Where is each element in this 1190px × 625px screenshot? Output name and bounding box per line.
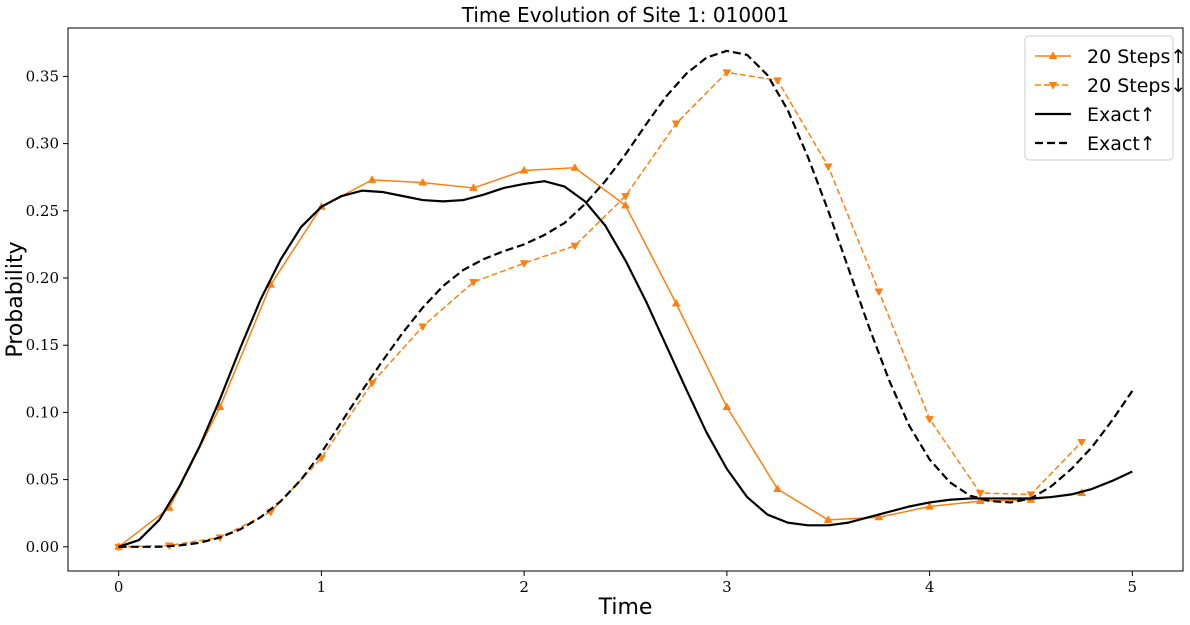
data-point bbox=[925, 416, 935, 424]
data-point bbox=[1077, 438, 1087, 447]
axis-ticks: 0 1 2 3 4 5 0.00 0.05 0.10 0.15 0.20 0.25 0.30 0.35 bbox=[26, 67, 1137, 596]
y-tick-label: 0.00 bbox=[26, 538, 59, 556]
x-tick-label: 0 bbox=[114, 578, 124, 596]
data-point bbox=[519, 165, 529, 174]
legend-label: 20 Steps↑ bbox=[1087, 46, 1186, 68]
series-3 bbox=[118, 49, 1134, 548]
legend-label: Exact↑ bbox=[1087, 133, 1156, 155]
y-tick-label: 0.20 bbox=[26, 269, 59, 287]
legend-marker bbox=[1048, 51, 1058, 59]
data-point bbox=[621, 193, 630, 201]
data-point bbox=[570, 163, 580, 171]
data-point bbox=[773, 77, 782, 86]
data-point bbox=[621, 200, 630, 209]
data-point bbox=[874, 512, 884, 521]
data-point bbox=[722, 69, 732, 78]
y-tick-label: 0.35 bbox=[26, 67, 59, 85]
axes-frame bbox=[67, 27, 1184, 572]
y-tick-label: 0.05 bbox=[26, 471, 59, 489]
x-tick-label: 5 bbox=[1128, 578, 1138, 596]
series-line bbox=[118, 71, 1083, 548]
series-line bbox=[118, 49, 1134, 548]
x-tick-label: 4 bbox=[925, 578, 935, 596]
series-line bbox=[118, 180, 1133, 548]
chart-title: Time Evolution of Site 1: 010001 bbox=[461, 3, 789, 27]
series-0 bbox=[114, 163, 1087, 550]
data-point bbox=[722, 402, 732, 411]
data-point bbox=[367, 379, 377, 388]
data-point bbox=[367, 175, 377, 183]
data-point bbox=[418, 177, 428, 186]
data-point bbox=[1026, 491, 1036, 500]
plot-area bbox=[114, 49, 1134, 552]
x-tick-label: 2 bbox=[519, 578, 529, 596]
series-2 bbox=[118, 180, 1133, 548]
legend: 20 Steps↑ 20 Steps↓ Exact↑ Exact↑ bbox=[1024, 35, 1186, 161]
data-point bbox=[671, 120, 681, 129]
data-point bbox=[570, 242, 580, 251]
data-point bbox=[823, 515, 833, 523]
legend-label: Exact↑ bbox=[1087, 104, 1156, 126]
y-tick-label: 0.30 bbox=[26, 135, 59, 153]
data-point bbox=[874, 288, 884, 297]
data-point bbox=[975, 490, 985, 498]
legend-marker bbox=[1048, 82, 1058, 90]
y-tick-label: 0.15 bbox=[26, 336, 59, 354]
data-point bbox=[519, 260, 529, 268]
y-tick-label: 0.10 bbox=[26, 403, 59, 421]
data-point bbox=[823, 163, 833, 172]
legend-box bbox=[1024, 35, 1174, 161]
x-axis-label: Time bbox=[598, 595, 653, 620]
series-line bbox=[118, 167, 1082, 548]
x-tick-label: 3 bbox=[722, 578, 732, 596]
x-tick-label: 1 bbox=[317, 578, 327, 596]
data-point bbox=[671, 298, 681, 307]
data-point bbox=[925, 501, 935, 510]
y-tick-label: 0.25 bbox=[26, 202, 59, 220]
data-point bbox=[773, 484, 782, 492]
data-point bbox=[418, 323, 428, 332]
data-point bbox=[975, 496, 985, 505]
y-axis-label: Probability bbox=[3, 241, 28, 357]
data-point bbox=[469, 183, 478, 191]
legend-label: 20 Steps↓ bbox=[1087, 75, 1186, 97]
data-point bbox=[469, 279, 478, 287]
